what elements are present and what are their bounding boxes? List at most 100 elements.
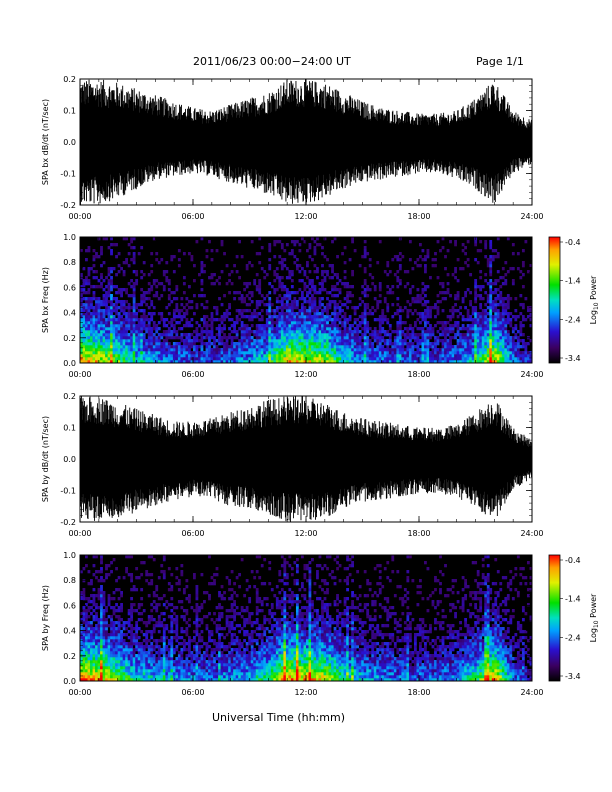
spectrogram-cell [82, 669, 86, 673]
spectrogram-cell [193, 360, 196, 364]
spectrogram-cell [90, 354, 93, 358]
colorbar-tick-label: -1.4 [565, 277, 581, 286]
spectrogram-cell [82, 360, 86, 364]
spectrogram-cell [127, 252, 131, 256]
spectrogram-cell [313, 303, 317, 307]
spectrogram-cell [288, 306, 292, 310]
spectrogram-cell [421, 312, 425, 316]
spectrogram-cell [474, 297, 478, 301]
spectrogram-cell [386, 333, 390, 337]
spectrogram-cell [456, 354, 460, 358]
spectrogram-cell [92, 309, 96, 313]
spectrogram-cell [283, 327, 287, 331]
spectrogram-cell [115, 303, 118, 307]
spectrogram-cell [426, 321, 430, 325]
spectrogram-cell [471, 336, 475, 340]
spectrogram-cell [416, 300, 420, 304]
spectrogram-cell [275, 345, 279, 349]
spectrogram-cell [165, 672, 169, 676]
spectrogram-cell [426, 354, 430, 358]
spectrogram-cell [157, 357, 161, 361]
spectrogram-cell [125, 330, 129, 334]
spectrogram-cell [416, 360, 420, 364]
spectrogram-cell [193, 342, 196, 346]
spectrogram-cell [429, 345, 432, 349]
spectrogram-cell [238, 339, 242, 343]
spectrogram-cell [313, 270, 317, 274]
spectrogram-cell [268, 264, 272, 268]
spectrogram-cell [383, 339, 387, 343]
spectrogram-cell [331, 288, 334, 292]
spectrogram-cell [160, 660, 164, 664]
spectrogram-cell [182, 312, 186, 316]
spectrogram-cell [233, 324, 236, 328]
spectrogram-cell [112, 642, 116, 646]
spectrogram-cell [255, 252, 259, 256]
spectrogram-cell [90, 348, 93, 352]
spectrogram-cell [521, 351, 525, 355]
spectrogram-cell [142, 672, 146, 676]
spectrogram-cell [273, 309, 277, 313]
spectrogram-cell [280, 333, 284, 337]
spectrogram-cell [429, 276, 432, 280]
spectrogram-cell [193, 351, 196, 355]
spectrogram-cell [193, 330, 196, 334]
spectrogram-cell [137, 627, 141, 631]
spectrogram-cell [376, 348, 380, 352]
spectrogram-cell [165, 339, 169, 343]
spectrogram-cell [273, 330, 277, 334]
spectrogram-cell [167, 336, 171, 340]
spectrogram-cell [306, 324, 309, 328]
spectrogram-cell [285, 306, 289, 310]
spectrogram-cell [333, 324, 337, 328]
spectrogram-cell [484, 291, 488, 295]
spectrogram-cell [318, 339, 322, 343]
spectrogram-cell [117, 615, 121, 619]
spectrogram-cell [80, 636, 83, 640]
spectrogram-cell [167, 660, 171, 664]
spectrogram-cell [295, 345, 299, 349]
spectrogram-cell [235, 270, 239, 274]
spectrogram-cell [303, 342, 307, 346]
spectrogram-cell [177, 264, 181, 268]
spectrogram-cell [137, 612, 141, 616]
spectrogram-cell [155, 351, 159, 355]
spectrogram-cell [97, 333, 101, 337]
spectrogram-cell [125, 312, 129, 316]
spectrogram-cell [434, 348, 437, 352]
spectrogram-cell [368, 264, 372, 268]
spectrogram-cell [165, 279, 169, 283]
spectrogram-cell [489, 270, 493, 274]
spectrogram-cell [185, 303, 189, 307]
spectrogram-cell [132, 657, 136, 661]
spectrogram-cell [115, 675, 118, 679]
spectrogram-cell [203, 357, 206, 361]
spectrogram-cell [155, 294, 159, 298]
spectrogram-cell [248, 303, 252, 307]
spectrogram-cell [348, 324, 352, 328]
spectrogram-cell [260, 267, 264, 271]
spectrogram-cell [353, 336, 357, 340]
spectrogram-cell [419, 339, 422, 343]
spectrogram-cell [85, 612, 88, 616]
spectrogram-cell [215, 309, 219, 313]
spectrogram-cell [147, 639, 151, 643]
spectrogram-cell [235, 321, 239, 325]
spectrogram-cell [373, 309, 377, 313]
spectrogram-cell [245, 348, 249, 352]
spectrogram-cell [424, 321, 427, 325]
spectrogram-cell [110, 618, 113, 622]
spectrogram-cell [474, 294, 478, 298]
spectrogram-cell [393, 312, 397, 316]
spectrogram-cell [300, 327, 304, 331]
spectrogram-cell [130, 636, 134, 640]
spectrogram-cell [165, 606, 169, 610]
spectrogram-cell [376, 300, 380, 304]
spectrogram-cell [398, 324, 402, 328]
spectrogram-cell [152, 336, 156, 340]
spectrogram-cell [273, 339, 277, 343]
spectrogram-cell [371, 354, 375, 358]
spectrogram-cell [97, 330, 101, 334]
spectrogram-cell [356, 327, 360, 331]
spectrogram-cell [145, 624, 149, 628]
